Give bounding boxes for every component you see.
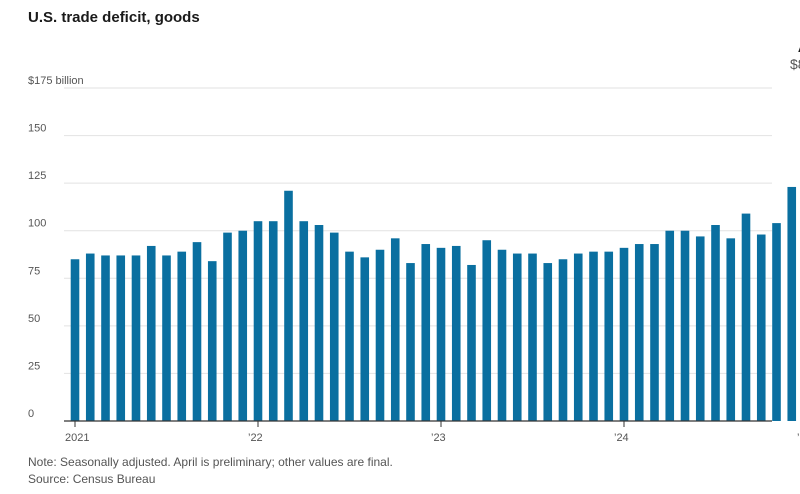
bar-44 bbox=[741, 213, 751, 421]
chart-note: Note: Seasonally adjusted. April is prel… bbox=[28, 455, 393, 469]
bar-39 bbox=[665, 230, 675, 421]
bar-26 bbox=[467, 264, 476, 421]
chart-title: U.S. trade deficit, goods bbox=[28, 9, 200, 26]
bar-20 bbox=[375, 249, 385, 421]
y-tick-label-150: 150 bbox=[28, 123, 46, 135]
bar-3 bbox=[116, 255, 126, 421]
bar-35 bbox=[604, 251, 614, 421]
y-tick-label-100: 100 bbox=[28, 218, 46, 230]
bar-46 bbox=[772, 223, 781, 421]
y-tick-label-0: 0 bbox=[28, 408, 34, 420]
bar-1 bbox=[85, 253, 95, 421]
bar-43 bbox=[726, 238, 736, 421]
callout-value: $87.6 billion bbox=[790, 56, 800, 72]
bar-4 bbox=[131, 255, 141, 421]
bar-12 bbox=[253, 221, 263, 421]
bar-47 bbox=[787, 186, 797, 421]
x-tick-label-36: ’24 bbox=[614, 432, 629, 444]
bar-27 bbox=[482, 240, 492, 421]
y-tick-label-175: $175 billion bbox=[28, 75, 84, 87]
bar-34 bbox=[589, 251, 598, 421]
x-tick-label-12: ’22 bbox=[248, 432, 263, 444]
x-tick-label-48: ’25 bbox=[797, 432, 800, 444]
y-tick-label-25: 25 bbox=[28, 360, 40, 372]
y-tick-label-75: 75 bbox=[28, 265, 40, 277]
bar-2 bbox=[101, 255, 110, 421]
bar-13 bbox=[268, 221, 278, 421]
bar-36 bbox=[619, 247, 629, 421]
bar-33 bbox=[573, 253, 583, 421]
bar-18 bbox=[345, 251, 354, 421]
bar-32 bbox=[558, 259, 568, 421]
bar-42 bbox=[711, 225, 720, 421]
bar-14 bbox=[284, 190, 293, 421]
bar-21 bbox=[390, 238, 400, 421]
bar-0 bbox=[70, 259, 80, 421]
bar-6 bbox=[162, 255, 171, 421]
bar-11 bbox=[238, 230, 248, 421]
bar-16 bbox=[314, 225, 324, 421]
bar-chart: 0 25 50 75 100 125 150 $175 billion 2021 ’22 ’23 ’… bbox=[28, 39, 800, 444]
bar-31 bbox=[543, 263, 553, 421]
bar-22 bbox=[406, 263, 415, 421]
bar-40 bbox=[680, 230, 690, 421]
x-tick-label-0: 2021 bbox=[65, 432, 89, 444]
bar-30 bbox=[528, 253, 537, 421]
callout-layer: April 2025$87.6 billion bbox=[790, 39, 800, 72]
bar-5 bbox=[146, 245, 156, 421]
callout-title: April 2025 bbox=[798, 39, 800, 55]
bar-8 bbox=[192, 242, 202, 421]
bar-38 bbox=[650, 244, 659, 421]
bar-15 bbox=[299, 221, 309, 421]
bar-19 bbox=[360, 257, 370, 421]
y-tick-label-125: 125 bbox=[28, 170, 46, 182]
axis-layer: 2021 ’22 ’23 ’24 ’25 bbox=[64, 420, 800, 444]
bar-37 bbox=[634, 244, 644, 421]
bar-17 bbox=[329, 232, 339, 421]
bar-23 bbox=[421, 244, 431, 421]
x-tick-label-24: ’23 bbox=[431, 432, 446, 444]
bar-28 bbox=[497, 249, 507, 421]
bar-45 bbox=[756, 234, 766, 421]
bar-7 bbox=[177, 251, 187, 421]
bar-29 bbox=[512, 253, 522, 421]
y-tick-label-50: 50 bbox=[28, 313, 40, 325]
chart-source: Source: Census Bureau bbox=[28, 472, 156, 486]
bar-41 bbox=[695, 236, 705, 421]
bar-10 bbox=[223, 232, 232, 421]
bar-24 bbox=[436, 247, 446, 421]
bar-layer bbox=[70, 186, 797, 421]
bar-25 bbox=[451, 245, 461, 421]
bar-9 bbox=[207, 261, 217, 421]
